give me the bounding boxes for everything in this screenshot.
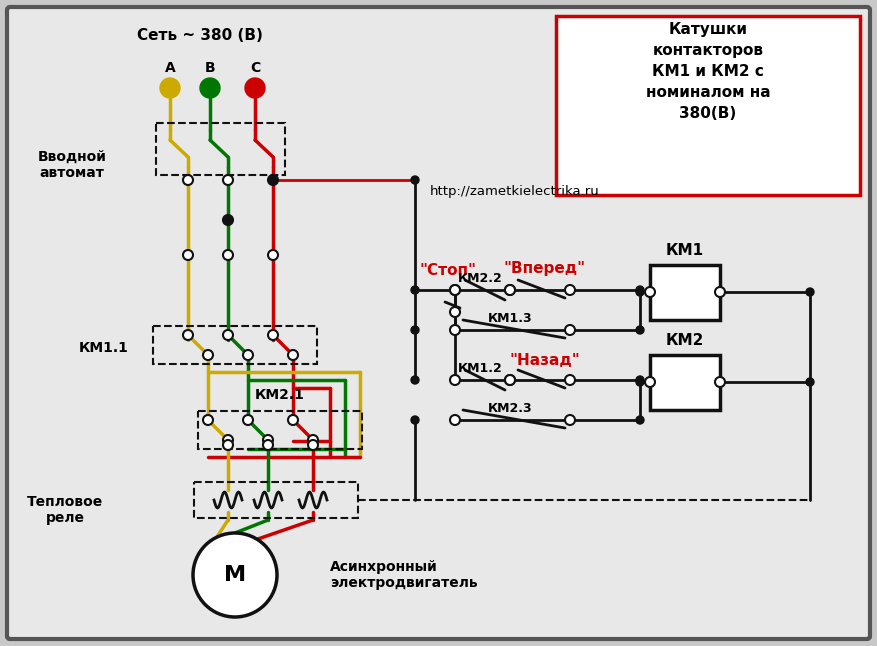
Circle shape [223, 435, 233, 445]
Circle shape [411, 416, 419, 424]
Text: "Вперед": "Вперед" [504, 260, 586, 275]
Text: КМ2.1: КМ2.1 [255, 388, 305, 402]
Circle shape [193, 533, 277, 617]
Text: КМ2: КМ2 [666, 333, 704, 348]
Circle shape [411, 286, 419, 294]
Circle shape [200, 78, 220, 98]
Circle shape [268, 330, 278, 340]
Circle shape [160, 78, 180, 98]
Circle shape [565, 415, 575, 425]
Circle shape [288, 415, 298, 425]
Circle shape [565, 325, 575, 335]
Circle shape [308, 440, 318, 450]
Text: В: В [204, 61, 216, 75]
Circle shape [224, 216, 232, 224]
Circle shape [263, 435, 273, 445]
Circle shape [636, 416, 644, 424]
Circle shape [268, 175, 278, 185]
Circle shape [268, 250, 278, 260]
Circle shape [223, 250, 233, 260]
Text: C: C [250, 61, 260, 75]
Text: Вводной
автомат: Вводной автомат [38, 150, 106, 180]
Circle shape [636, 286, 644, 294]
Circle shape [505, 285, 515, 295]
Circle shape [505, 375, 515, 385]
Text: КМ1: КМ1 [666, 242, 704, 258]
Circle shape [223, 175, 233, 185]
Circle shape [183, 330, 193, 340]
Circle shape [450, 307, 460, 317]
Text: Сеть ~ 380 (В): Сеть ~ 380 (В) [137, 28, 263, 43]
Text: КМ1.1: КМ1.1 [79, 341, 129, 355]
Circle shape [183, 175, 193, 185]
Circle shape [269, 176, 277, 184]
Circle shape [715, 377, 725, 387]
Circle shape [715, 287, 725, 297]
Circle shape [636, 326, 644, 334]
Circle shape [450, 285, 460, 295]
FancyBboxPatch shape [650, 265, 720, 320]
Text: КМ2.3: КМ2.3 [488, 402, 532, 415]
Text: http://zametkielectrika.ru: http://zametkielectrika.ru [430, 185, 600, 198]
Circle shape [223, 330, 233, 340]
Circle shape [183, 250, 193, 260]
Circle shape [450, 325, 460, 335]
FancyBboxPatch shape [650, 355, 720, 410]
Circle shape [636, 288, 644, 296]
Text: КМ1.2: КМ1.2 [458, 362, 503, 375]
Circle shape [806, 378, 814, 386]
Text: "Стоп": "Стоп" [419, 262, 476, 278]
Circle shape [451, 326, 459, 334]
Circle shape [308, 435, 318, 445]
Text: Катушки
контакторов
КМ1 и КМ2 с
номиналом на
380(В): Катушки контакторов КМ1 и КМ2 с номинало… [645, 22, 770, 121]
Circle shape [243, 415, 253, 425]
Circle shape [505, 375, 515, 385]
Circle shape [636, 378, 644, 386]
Circle shape [411, 176, 419, 184]
Circle shape [288, 350, 298, 360]
Text: Тепловое
реле: Тепловое реле [27, 495, 103, 525]
Circle shape [565, 285, 575, 295]
Circle shape [263, 440, 273, 450]
Circle shape [450, 285, 460, 295]
Text: Асинхронный
электродвигатель: Асинхронный электродвигатель [330, 560, 478, 590]
Text: КМ1.3: КМ1.3 [488, 311, 532, 324]
Text: М: М [224, 565, 246, 585]
Circle shape [243, 350, 253, 360]
Circle shape [203, 350, 213, 360]
Circle shape [245, 78, 265, 98]
Circle shape [565, 375, 575, 385]
Circle shape [505, 285, 515, 295]
Circle shape [223, 215, 233, 225]
Text: КМ2.2: КМ2.2 [458, 271, 503, 284]
Circle shape [450, 375, 460, 385]
FancyBboxPatch shape [7, 7, 870, 639]
Circle shape [411, 376, 419, 384]
Circle shape [203, 415, 213, 425]
Circle shape [636, 376, 644, 384]
Circle shape [450, 415, 460, 425]
Circle shape [806, 288, 814, 296]
Text: "Назад": "Назад" [510, 353, 581, 368]
Circle shape [411, 326, 419, 334]
Circle shape [645, 287, 655, 297]
FancyBboxPatch shape [556, 16, 860, 195]
Circle shape [645, 377, 655, 387]
Circle shape [223, 440, 233, 450]
Text: A: A [165, 61, 175, 75]
